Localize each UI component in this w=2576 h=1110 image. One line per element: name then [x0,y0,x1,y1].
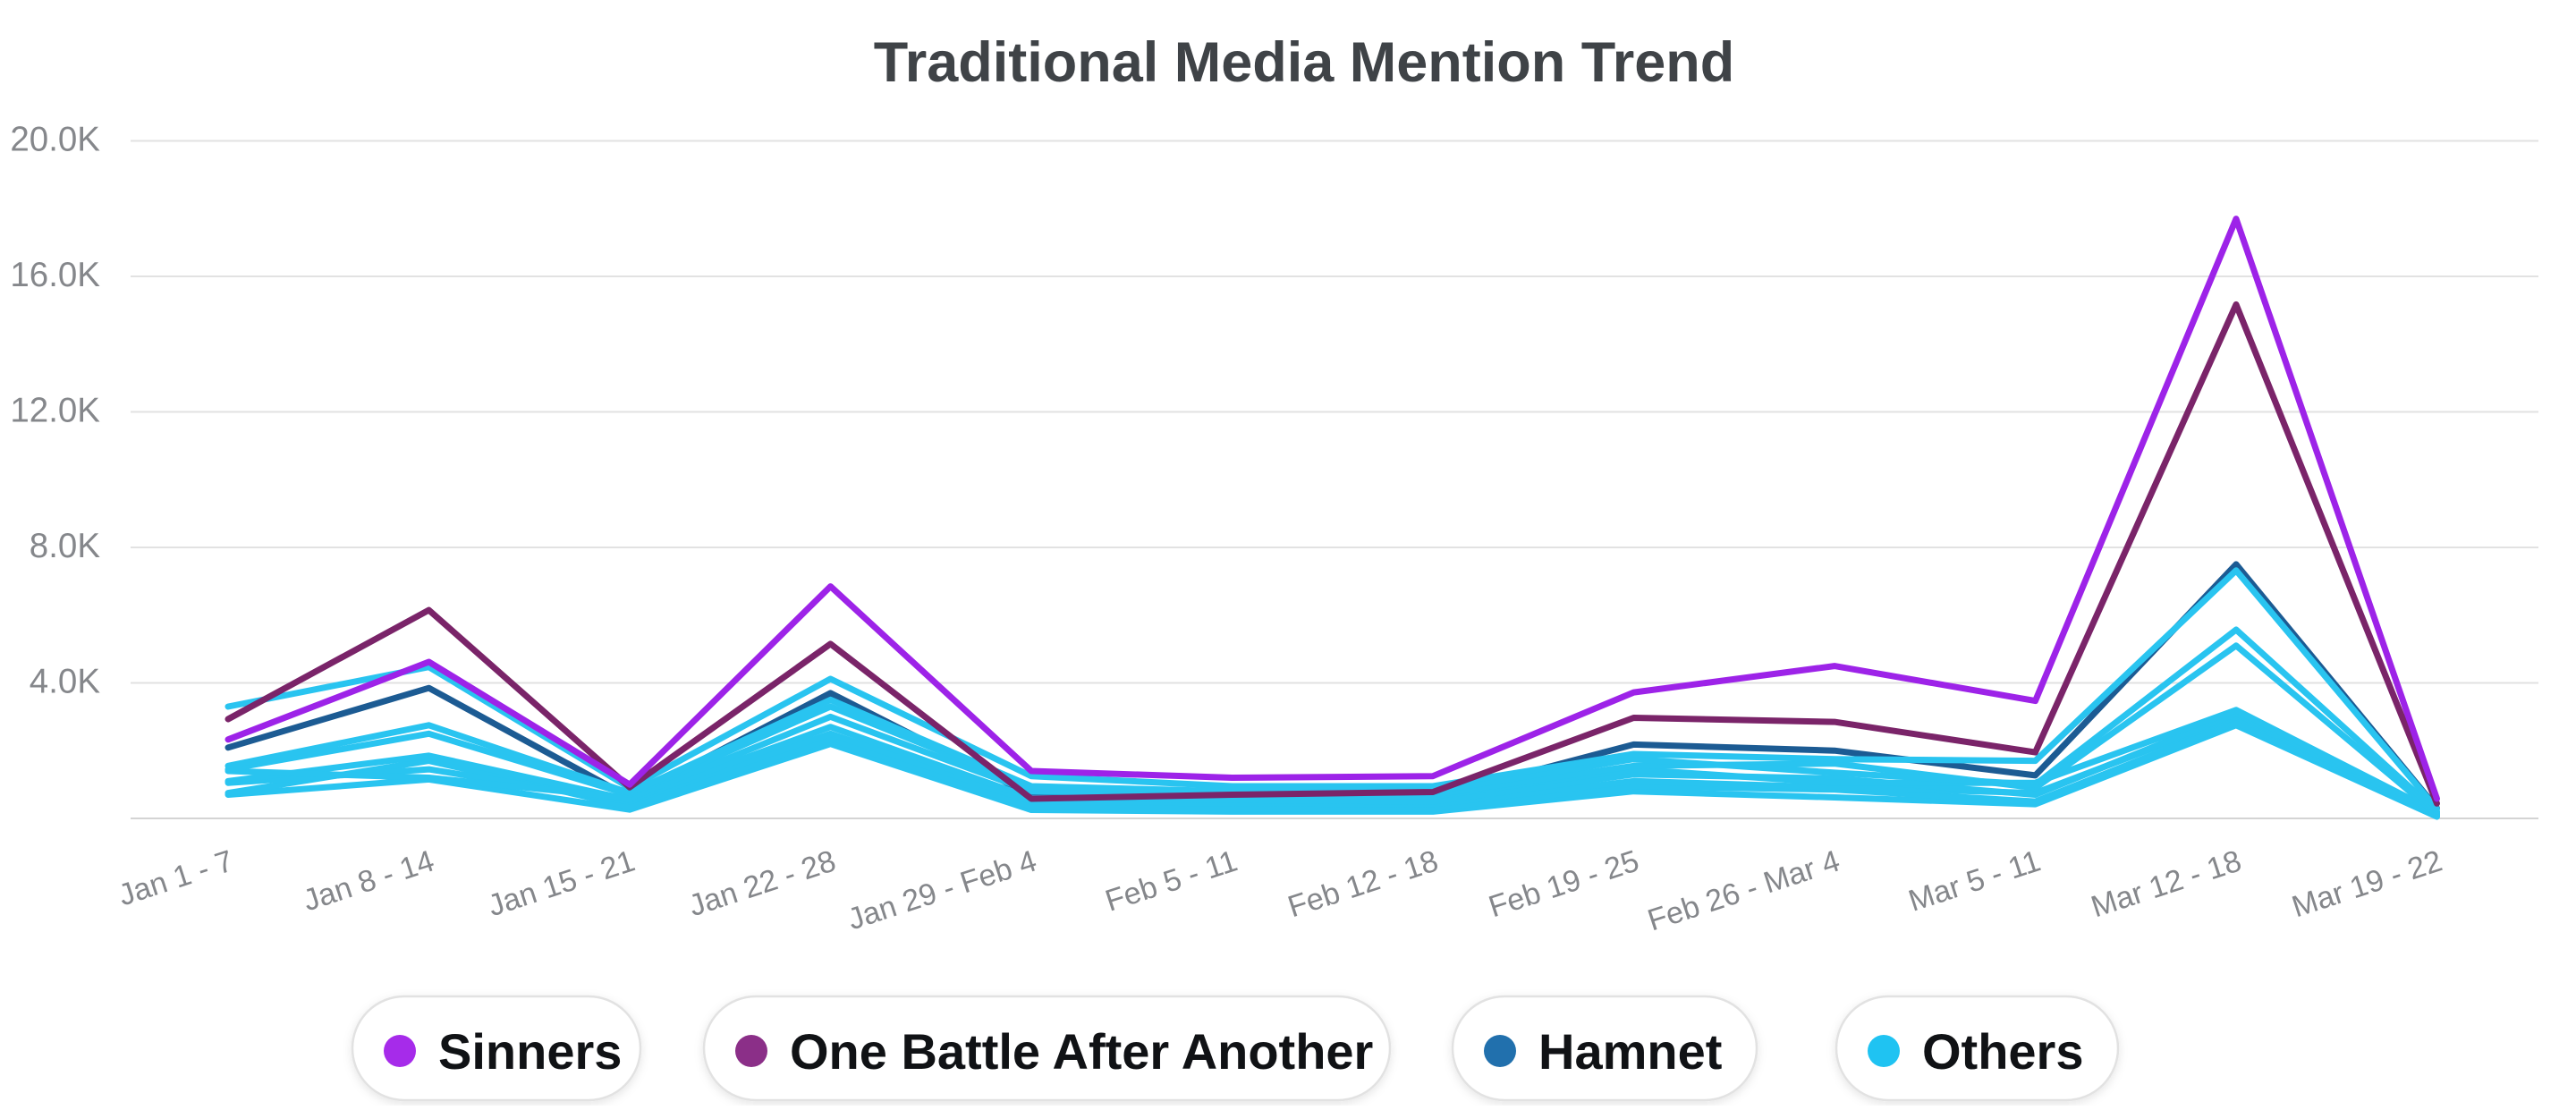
svg-text:Others: Others [1922,1023,2084,1080]
svg-text:20.0K: 20.0K [10,121,100,159]
svg-text:8.0K: 8.0K [30,527,101,565]
svg-text:Traditional Media Mention Tren: Traditional Media Mention Trend [874,31,1735,94]
svg-text:4.0K: 4.0K [30,663,101,701]
svg-text:12.0K: 12.0K [10,392,100,430]
svg-text:Sinners: Sinners [438,1023,622,1080]
svg-text:Hamnet: Hamnet [1538,1023,1722,1080]
svg-text:One Battle After Another: One Battle After Another [790,1023,1373,1080]
svg-text:16.0K: 16.0K [10,256,100,294]
